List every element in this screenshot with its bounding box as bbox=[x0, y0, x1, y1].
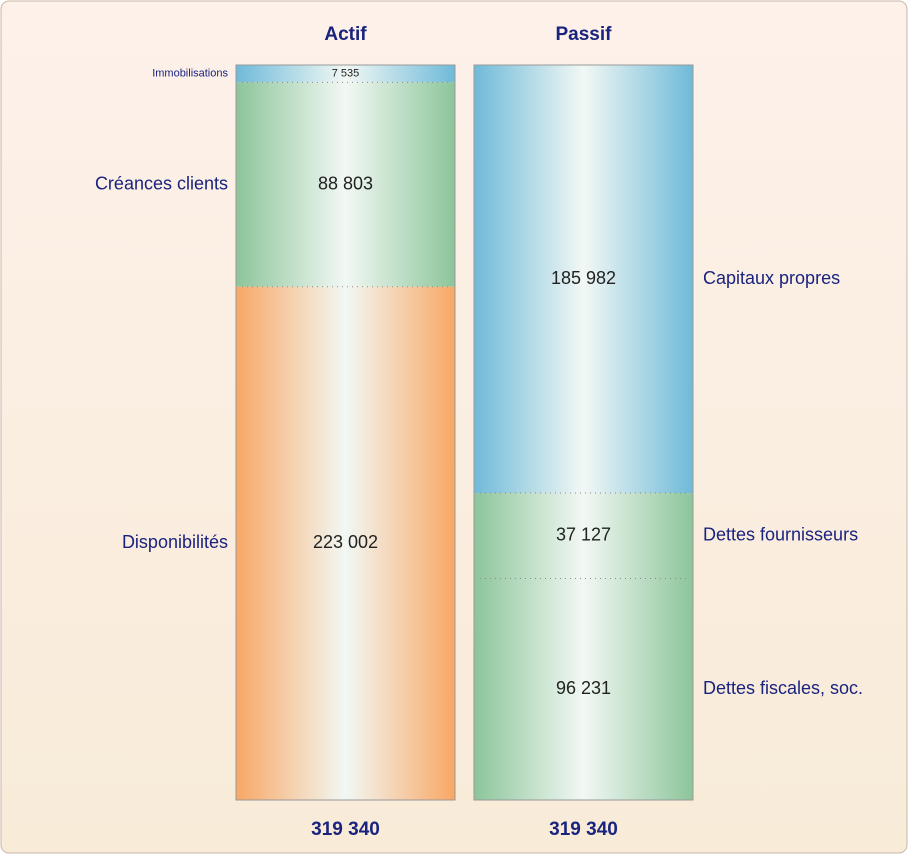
segment-value: 7 535 bbox=[332, 68, 360, 80]
segment-value: 185 982 bbox=[551, 268, 616, 288]
segment-value: 37 127 bbox=[556, 525, 611, 545]
segment bbox=[474, 578, 693, 800]
segment-value: 96 231 bbox=[556, 678, 611, 698]
segment-value: 88 803 bbox=[318, 173, 373, 193]
column-total: 319 340 bbox=[311, 819, 380, 840]
segment-name: Disponibilités bbox=[122, 532, 228, 552]
column-border bbox=[473, 64, 694, 801]
segment-name: Immobilisations bbox=[152, 68, 228, 80]
segment bbox=[236, 82, 455, 287]
column-title: Passif bbox=[556, 24, 613, 45]
segment-name: Créances clients bbox=[95, 173, 228, 193]
column-title: Actif bbox=[324, 24, 367, 45]
segment-name: Dettes fiscales, soc. bbox=[703, 678, 863, 698]
segment bbox=[474, 65, 693, 494]
segment-name: Dettes fournisseurs bbox=[703, 525, 858, 545]
segment bbox=[474, 493, 693, 579]
column-total: 319 340 bbox=[549, 819, 618, 840]
segment bbox=[236, 65, 455, 83]
column-border bbox=[235, 64, 456, 801]
segment bbox=[236, 286, 455, 801]
segment-name: Capitaux propres bbox=[703, 268, 840, 288]
segment-value: 223 002 bbox=[313, 532, 378, 552]
